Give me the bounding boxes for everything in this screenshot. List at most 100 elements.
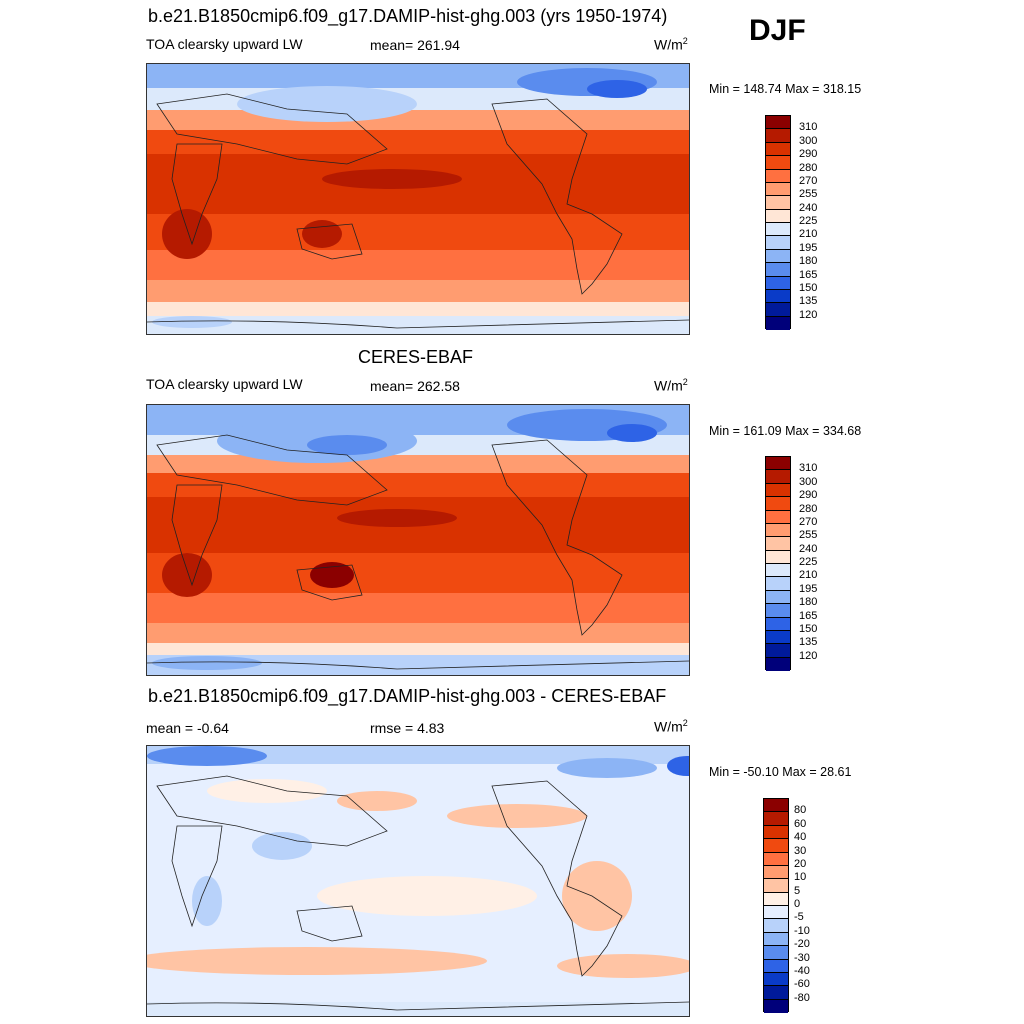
colorbar-swatch (764, 946, 788, 960)
colorbar-swatch (764, 825, 788, 840)
colorbar-tick-label: 10 (794, 871, 807, 884)
colorbar-tick-label: 310 (799, 462, 818, 475)
colorbar-tick-label: 290 (799, 489, 818, 502)
colorbar-swatch (766, 510, 790, 524)
panel-2-colorbar (765, 456, 791, 671)
panel-1-map-field (147, 64, 689, 334)
colorbar-tick-label: 300 (799, 134, 818, 147)
colorbar-tick-label: 120 (799, 649, 818, 662)
colorbar-swatch (764, 986, 788, 1000)
colorbar-swatch (764, 892, 788, 906)
colorbar-tick-label: 135 (799, 636, 818, 649)
panel-3-rmse-label: rmse = 4.83 (370, 720, 445, 736)
colorbar-tick-label: 150 (799, 281, 818, 294)
colorbar-tick-label: 5 (794, 884, 801, 897)
colorbar-tick-label: 165 (799, 268, 818, 281)
panel-1-title: b.e21.B1850cmip6.f09_g17.DAMIP-hist-ghg.… (148, 6, 668, 26)
colorbar-swatch (764, 972, 788, 987)
colorbar-tick-label: -60 (794, 978, 810, 991)
colorbar-swatch (766, 182, 790, 197)
colorbar-swatch (766, 644, 790, 658)
panel-3-title: b.e21.B1850cmip6.f09_g17.DAMIP-hist-ghg.… (148, 686, 667, 706)
colorbar-swatch (764, 839, 788, 853)
panel-1-mean-label: mean= 261.94 (370, 37, 460, 53)
colorbar-swatch (764, 932, 788, 947)
colorbar-swatch (764, 959, 788, 973)
colorbar-tick-label: 165 (799, 609, 818, 622)
colorbar-swatch (764, 812, 788, 826)
colorbar-swatch (766, 630, 790, 645)
colorbar-tick-label: 280 (799, 502, 818, 515)
colorbar-tick-label: 30 (794, 844, 807, 857)
colorbar-tick-label: 0 (794, 898, 801, 910)
colorbar-swatch (766, 223, 790, 237)
colorbar-tick-label: 180 (799, 255, 818, 268)
panel-3-units: W/m2 (654, 718, 688, 735)
colorbar-swatch (766, 617, 790, 631)
panel-2-mean-label: mean= 262.58 (370, 378, 460, 394)
panel-1-variable-label: TOA clearsky upward LW (146, 36, 303, 52)
colorbar-tick-label: 80 (794, 804, 807, 817)
colorbar-tick-label: 280 (799, 161, 818, 174)
season-label: DJF (749, 14, 806, 47)
colorbar-tick-label: 195 (799, 241, 818, 254)
colorbar-tick-label: -20 (794, 938, 810, 951)
colorbar-swatch (766, 116, 790, 130)
colorbar-tick-label: 225 (799, 215, 818, 227)
colorbar-tick-label: 20 (794, 857, 807, 870)
colorbar-tick-label: -10 (794, 924, 810, 937)
panel-2-min-max: Min = 161.09 Max = 334.68 (709, 424, 862, 438)
colorbar-tick-label: 195 (799, 582, 818, 595)
colorbar-swatch (766, 289, 790, 304)
colorbar-tick-label: 225 (799, 556, 818, 568)
colorbar-tick-label: 40 (794, 831, 807, 844)
colorbar-tick-label: 270 (799, 515, 818, 528)
colorbar-swatch (764, 799, 788, 813)
colorbar-swatch (766, 169, 790, 183)
colorbar-swatch (764, 879, 788, 893)
colorbar-tick-label: 240 (799, 201, 818, 214)
panel-1-map (146, 63, 690, 335)
colorbar-swatch (766, 142, 790, 157)
colorbar-swatch (766, 657, 790, 671)
colorbar-swatch (766, 523, 790, 538)
colorbar-swatch (766, 483, 790, 498)
colorbar-swatch (766, 537, 790, 551)
colorbar-swatch (766, 470, 790, 484)
colorbar-tick-label: 60 (794, 817, 807, 830)
colorbar-swatch (766, 604, 790, 618)
colorbar-tick-label: 255 (799, 529, 818, 542)
panel-3-map (146, 745, 690, 1017)
panel-1-units: W/m2 (654, 36, 688, 53)
colorbar-swatch (766, 249, 790, 264)
colorbar-tick-label: 210 (799, 569, 818, 582)
panel-3-min-max: Min = -50.10 Max = 28.61 (709, 765, 852, 779)
colorbar-swatch (764, 865, 788, 880)
colorbar-swatch (766, 263, 790, 277)
colorbar-swatch (766, 590, 790, 605)
colorbar-tick-label: 255 (799, 188, 818, 201)
colorbar-tick-label: -30 (794, 951, 810, 964)
colorbar-tick-label: 120 (799, 308, 818, 321)
panel-2-map (146, 404, 690, 676)
colorbar-swatch (766, 196, 790, 210)
colorbar-tick-label: -80 (794, 991, 810, 1004)
colorbar-swatch (766, 156, 790, 170)
colorbar-swatch (766, 564, 790, 578)
colorbar-tick-label: 135 (799, 295, 818, 308)
colorbar-tick-label: -5 (794, 911, 804, 924)
colorbar-tick-label: 290 (799, 148, 818, 161)
colorbar-swatch (766, 209, 790, 223)
colorbar-swatch (766, 577, 790, 591)
panel-2-map-field (147, 405, 689, 675)
colorbar-swatch (766, 236, 790, 250)
colorbar-swatch (766, 457, 790, 471)
panel-2-title: CERES-EBAF (358, 347, 474, 367)
colorbar-swatch (764, 999, 788, 1013)
colorbar-swatch (766, 276, 790, 290)
colorbar-tick-label: 310 (799, 121, 818, 134)
colorbar-tick-label: 180 (799, 596, 818, 609)
colorbar-swatch (766, 129, 790, 143)
colorbar-swatch (766, 303, 790, 317)
colorbar-tick-label: 300 (799, 475, 818, 488)
